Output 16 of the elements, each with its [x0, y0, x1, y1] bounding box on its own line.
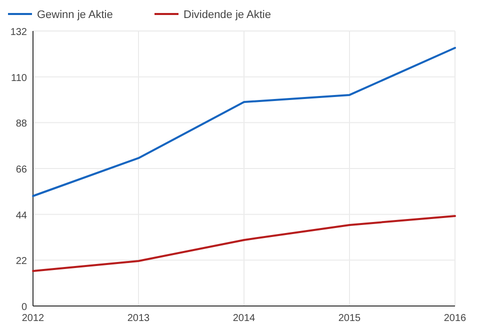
y-tick-label: 22 [16, 256, 28, 268]
x-tick-label: 2012 [22, 313, 45, 324]
y-tick-label: 132 [10, 27, 28, 38]
x-tick-label: 2014 [232, 313, 256, 324]
line-series [32, 46, 456, 197]
y-tick-label: 44 [16, 210, 28, 222]
legend-label: Gewinn je Aktie [37, 9, 113, 21]
x-tick-label: 2015 [338, 313, 362, 324]
y-tick-label: 66 [16, 164, 28, 176]
y-tick-label: 110 [11, 72, 28, 84]
x-tick-label: 2016 [444, 313, 467, 324]
y-tick-label: 0 [21, 302, 28, 313]
legend-label: Dividende je Aktie [184, 9, 271, 21]
x-tick-label: 2013 [127, 313, 150, 324]
y-tick-label: 88 [16, 118, 28, 130]
line-series [32, 215, 456, 272]
